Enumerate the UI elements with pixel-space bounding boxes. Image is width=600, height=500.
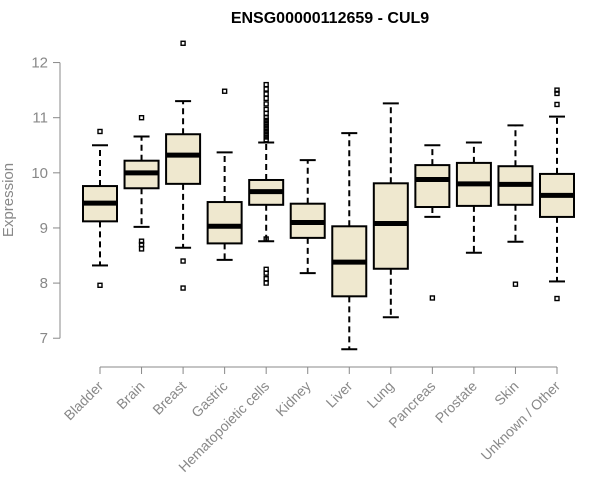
outlier-point (180, 40, 186, 46)
y-axis: 7 8 9 10 11 12 (31, 55, 61, 347)
outlier-point (263, 280, 269, 286)
y-tick-label: 10 (31, 165, 48, 182)
outlier-point (263, 137, 269, 143)
outlier-point (263, 131, 269, 137)
x-tick-label-lung: Lung (364, 378, 397, 411)
box-iqr (165, 133, 202, 185)
box-brain (123, 114, 160, 252)
box-pancreas (414, 144, 451, 301)
y-tick-label: 7 (40, 330, 48, 347)
outlier-point (97, 282, 103, 288)
outlier-point (263, 134, 269, 140)
box-iqr (206, 201, 243, 245)
x-tick-label-liver: Liver (323, 378, 356, 411)
x-tick-label-kidney: Kidney (272, 378, 314, 420)
x-tick-label-brain: Brain (113, 378, 147, 412)
chart-title: ENSG00000112659 - CUL9 (231, 10, 429, 27)
outlier-point (138, 114, 145, 121)
y-tick-label: 9 (40, 220, 48, 237)
outlier-point (180, 285, 186, 291)
outlier-point (263, 110, 269, 116)
outlier-point (263, 120, 269, 126)
x-tick-label-breast: Breast (149, 378, 189, 418)
outlier-point (263, 126, 269, 132)
outlier-point (512, 281, 519, 287)
outlier-point (263, 128, 269, 135)
x-tick-label-skin: Skin (491, 378, 522, 409)
box-prostate (455, 141, 492, 254)
boxes-layer (82, 40, 575, 351)
y-tick-label: 11 (32, 110, 48, 127)
box-gastric (206, 88, 243, 261)
outlier-point (263, 114, 269, 121)
outlier-point (263, 81, 269, 88)
outlier-point (263, 101, 269, 107)
box-unknown-other (539, 87, 575, 302)
outlier-point (180, 258, 186, 264)
outlier-point (138, 246, 145, 252)
x-tick-label-unknown-other: Unknown / Other (478, 378, 564, 464)
outlier-point (138, 241, 145, 248)
outlier-point (263, 91, 269, 97)
box-iqr (414, 164, 451, 209)
outlier-point (263, 123, 269, 129)
y-tick-label: 12 (31, 55, 48, 72)
outlier-point (263, 117, 269, 124)
box-breast (165, 40, 202, 291)
outlier-point (97, 128, 103, 135)
outlier-point (263, 270, 269, 276)
x-axis (99, 366, 558, 374)
box-skin (497, 124, 534, 287)
outlier-point (263, 236, 269, 242)
box-hematopoietic-cells (248, 81, 285, 286)
box-kidney (289, 159, 326, 275)
box-bladder (82, 128, 118, 288)
outlier-point (554, 101, 560, 108)
outlier-point (263, 95, 269, 102)
y-axis-label: Expression (0, 163, 17, 237)
outlier-point (429, 295, 436, 301)
y-tick-label: 8 (40, 275, 48, 292)
x-tick-label-bladder: Bladder (61, 378, 107, 424)
outlier-point (263, 275, 269, 282)
outlier-point (554, 90, 560, 97)
box-lung (372, 102, 409, 319)
outlier-point (263, 86, 269, 92)
x-tick-label-prostate: Prostate (432, 378, 480, 426)
outlier-point (554, 295, 560, 302)
outlier-point (221, 88, 228, 94)
box-liver (331, 132, 368, 351)
